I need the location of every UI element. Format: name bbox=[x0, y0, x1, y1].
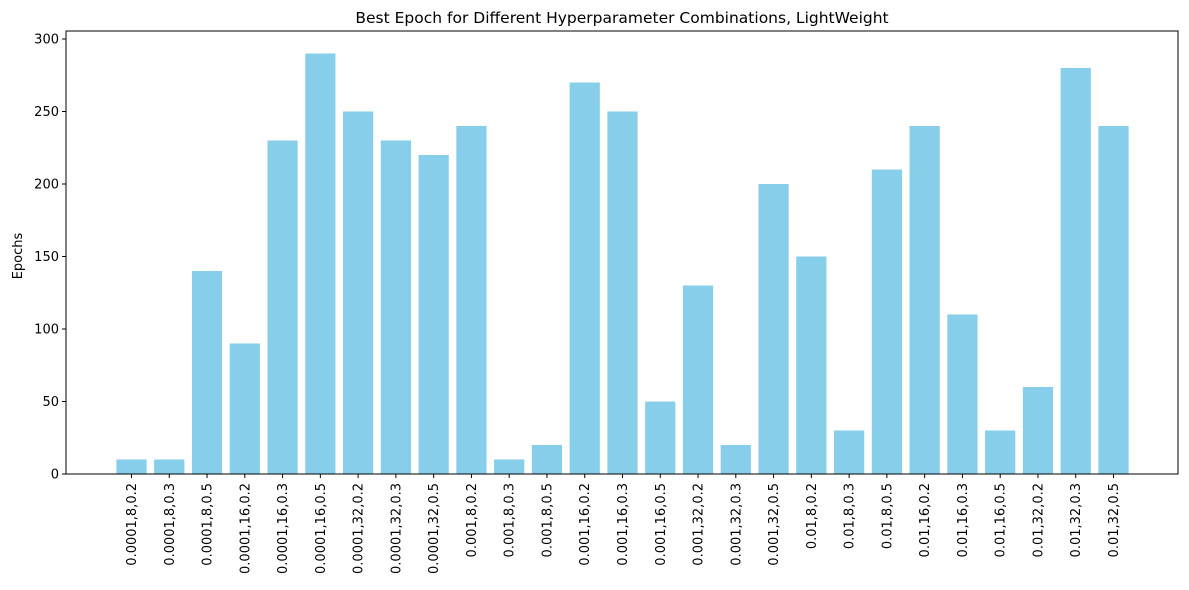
x-tick-label: 0.01,32,0.2 bbox=[1031, 483, 1046, 557]
x-tick-label: 0.01,16,0.3 bbox=[956, 483, 971, 557]
y-axis-ticks: 0 50 100 150 200 250 300 bbox=[34, 33, 66, 483]
bar-0.01,32,0.3 bbox=[1060, 68, 1091, 474]
y-tick-label: 250 bbox=[34, 105, 59, 120]
x-tick-label: 0.001,16,0.2 bbox=[578, 483, 593, 566]
chart-title: Best Epoch for Different Hyperparameter … bbox=[355, 9, 888, 27]
bar-0.0001,16,0.3 bbox=[267, 140, 298, 474]
x-tick-label: 0.0001,16,0.2 bbox=[238, 483, 253, 574]
x-tick-label: 0.001,8,0.3 bbox=[503, 483, 518, 557]
x-tick-label: 0.0001,16,0.3 bbox=[276, 483, 291, 574]
bar-0.001,32,0.3 bbox=[720, 445, 751, 474]
x-tick-label: 0.01,16,0.2 bbox=[918, 483, 933, 557]
x-tick-label: 0.0001,8,0.3 bbox=[163, 483, 178, 566]
bar-0.0001,32,0.3 bbox=[380, 140, 411, 474]
bars-group bbox=[116, 53, 1129, 474]
bar-0.0001,16,0.5 bbox=[305, 53, 336, 474]
bar-0.01,8,0.3 bbox=[834, 430, 865, 474]
y-axis-label: Epochs bbox=[11, 232, 26, 279]
plot-frame bbox=[65, 30, 1179, 475]
y-tick-label: 0 bbox=[51, 468, 59, 483]
x-tick-label: 0.01,8,0.2 bbox=[805, 483, 820, 549]
x-tick-label: 0.01,32,0.5 bbox=[1107, 483, 1122, 557]
x-tick-label: 0.0001,8,0.2 bbox=[125, 483, 140, 566]
x-tick-label: 0.001,32,0.3 bbox=[729, 483, 744, 566]
y-tick-label: 300 bbox=[34, 33, 59, 48]
bar-0.001,8,0.2 bbox=[456, 126, 487, 474]
x-tick-label: 0.01,16,0.5 bbox=[994, 483, 1009, 557]
x-tick-label: 0.0001,8,0.5 bbox=[201, 483, 216, 566]
bar-0.001,32,0.2 bbox=[682, 285, 714, 474]
bar-0.0001,8,0.3 bbox=[154, 459, 185, 474]
x-tick-label: 0.01,8,0.3 bbox=[843, 483, 858, 549]
x-tick-label: 0.0001,32,0.5 bbox=[427, 483, 442, 574]
bar-0.01,16,0.3 bbox=[947, 314, 978, 474]
bar-0.0001,8,0.2 bbox=[116, 459, 147, 474]
bar-0.001,16,0.5 bbox=[645, 401, 676, 474]
x-tick-label: 0.001,32,0.5 bbox=[767, 483, 782, 566]
bar-0.01,16,0.2 bbox=[909, 126, 940, 474]
bar-0.001,16,0.2 bbox=[569, 82, 600, 474]
x-tick-label: 0.001,16,0.3 bbox=[616, 483, 631, 566]
bar-0.0001,32,0.2 bbox=[343, 111, 374, 474]
bar-0.01,8,0.5 bbox=[871, 169, 902, 474]
bar-0.01,32,0.5 bbox=[1098, 126, 1129, 474]
x-tick-label: 0.01,32,0.3 bbox=[1069, 483, 1084, 557]
x-tick-label: 0.001,8,0.2 bbox=[465, 483, 480, 557]
y-tick-label: 150 bbox=[34, 250, 59, 265]
y-tick-label: 50 bbox=[42, 395, 59, 410]
x-tick-label: 0.001,16,0.5 bbox=[654, 483, 669, 566]
y-tick-label: 100 bbox=[34, 323, 59, 338]
bar-0.001,32,0.5 bbox=[758, 184, 789, 474]
y-tick-label: 200 bbox=[34, 178, 59, 193]
x-tick-label: 0.001,8,0.5 bbox=[540, 483, 555, 557]
bar-0.001,8,0.3 bbox=[494, 459, 525, 474]
x-axis-ticks: 0.0001,8,0.2 0.0001,8,0.3 0.0001,8,0.5 0.00… bbox=[125, 474, 1122, 574]
x-tick-label: 0.0001,16,0.5 bbox=[314, 483, 329, 574]
x-tick-label: 0.0001,32,0.3 bbox=[389, 483, 404, 574]
bar-0.001,8,0.5 bbox=[531, 445, 563, 474]
bar-0.0001,16,0.2 bbox=[229, 343, 260, 474]
x-tick-label: 0.001,32,0.2 bbox=[692, 483, 707, 566]
bar-0.01,8,0.2 bbox=[796, 256, 827, 474]
x-tick-label: 0.0001,32,0.2 bbox=[352, 483, 367, 574]
bar-0.01,16,0.5 bbox=[985, 430, 1016, 474]
bar-0.0001,8,0.5 bbox=[191, 271, 223, 474]
bar-0.0001,32,0.5 bbox=[418, 155, 449, 474]
bar-0.001,16,0.3 bbox=[607, 111, 638, 474]
bar-0.01,32,0.2 bbox=[1022, 387, 1054, 474]
x-tick-label: 0.01,8,0.5 bbox=[880, 483, 895, 549]
